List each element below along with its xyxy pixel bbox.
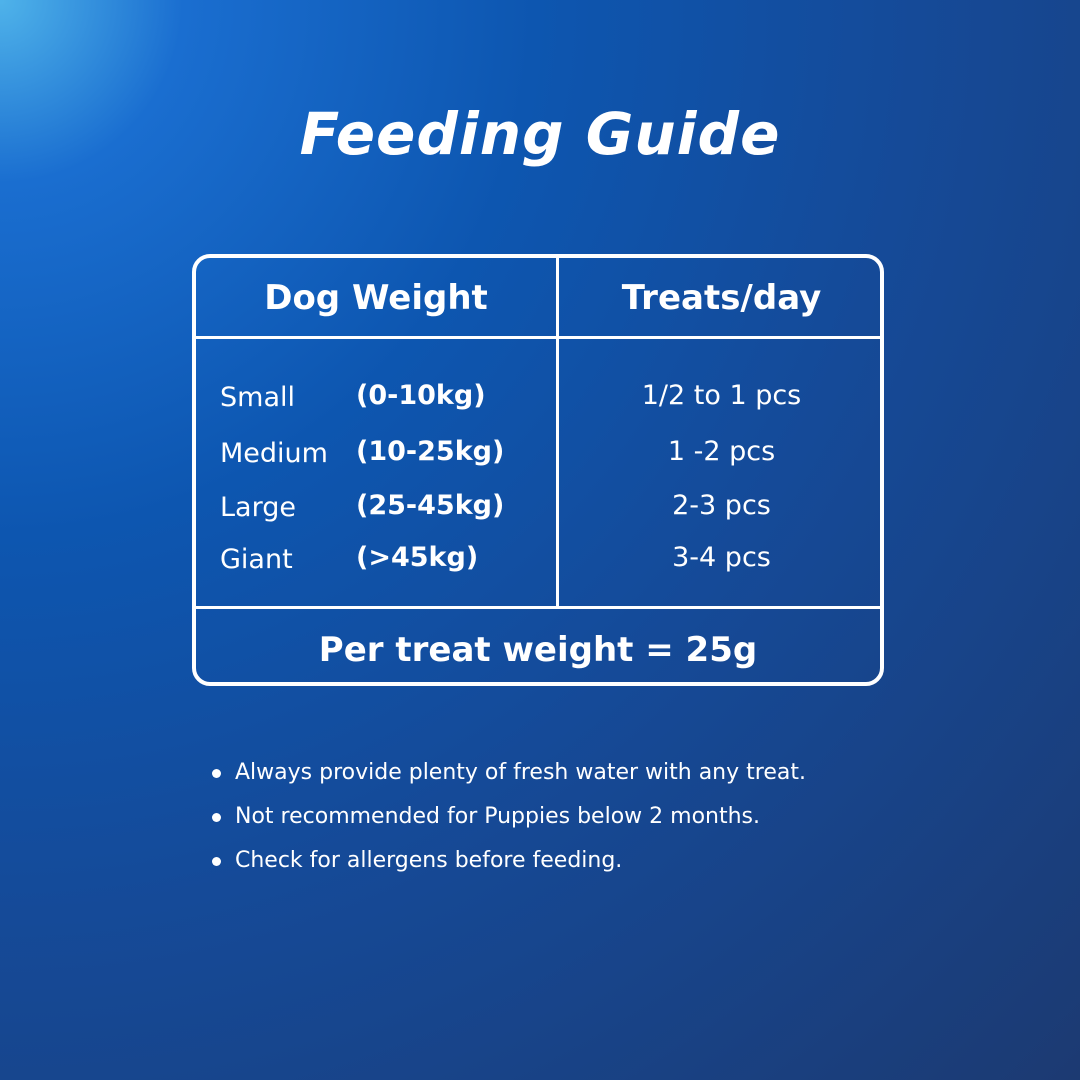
weight-range: (10-25kg) <box>356 436 505 467</box>
weight-range: (>45kg) <box>356 542 479 573</box>
title: Feeding Guide <box>299 100 781 168</box>
divider <box>196 336 880 339</box>
note: Always provide plenty of fresh water wit… <box>212 760 806 804</box>
treats: 1/2 to 1 pcs <box>641 380 802 411</box>
notes: Always provide plenty of fresh water wit… <box>212 760 806 892</box>
size-label: Giant <box>220 544 293 575</box>
feeding-table: Dog Weight Treats/day Small (0-10kg) 1/2 t… <box>192 254 884 686</box>
note: Not recommended for Puppies below 2 mont… <box>212 804 806 848</box>
weight-range: (25-45kg) <box>356 490 505 521</box>
size-label: Large <box>220 492 296 523</box>
treats: 2-3 pcs <box>672 490 771 521</box>
footer: Per treat weight = 25g <box>318 630 758 670</box>
weight-range: (0-10kg) <box>356 380 486 411</box>
divider <box>196 606 880 609</box>
size-label: Medium <box>220 438 328 469</box>
treats: 3-4 pcs <box>672 542 771 573</box>
header: Dog Weight <box>264 278 488 318</box>
divider <box>556 258 559 608</box>
header: Treats/day <box>621 278 822 318</box>
treats: 1 -2 pcs <box>667 436 776 467</box>
size-label: Small <box>220 382 295 413</box>
note: Check for allergens before feeding. <box>212 848 806 892</box>
